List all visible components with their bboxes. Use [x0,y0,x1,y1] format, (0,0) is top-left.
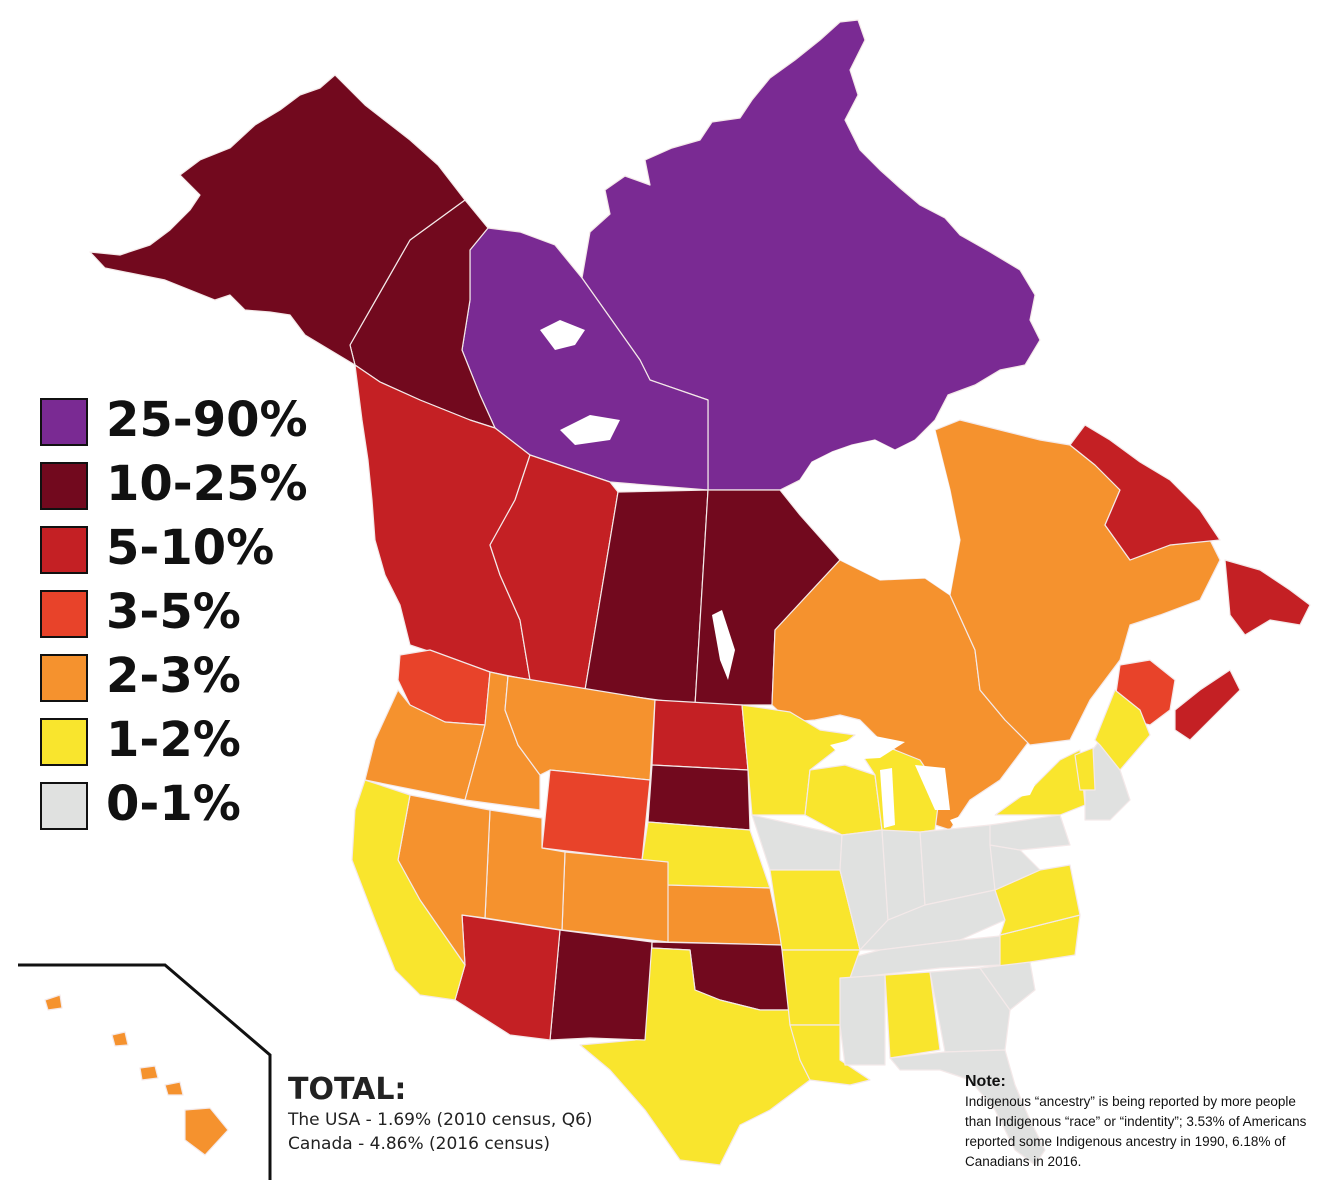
region-california [351,779,466,1001]
region-louisiana [789,1024,871,1086]
lake-winnipeg [712,610,735,680]
water-bodies [540,320,1215,828]
great-bear-lake [540,320,585,350]
region-mississippi [839,974,886,1066]
legend-label: 2-3% [106,648,241,704]
legend-swatch [40,526,88,574]
legend-item-5-10: 5-10% [40,520,340,578]
legend-label: 0-1% [106,776,241,832]
total-title: TOTAL: [288,1072,407,1107]
region-alberta [489,454,619,691]
region-newfoundland-and-labrador [1069,424,1311,636]
legend-swatch [40,398,88,446]
legend-item-1-2: 1-2% [40,712,340,770]
legend-swatch [40,462,88,510]
legend-item-10-25: 10-25% [40,456,340,514]
region-alabama [884,971,941,1059]
lake-huron [915,765,950,810]
region-pennsylvania [989,814,1071,851]
legend-swatch [40,718,88,766]
region-kansas [664,884,783,946]
total-usa: The USA - 1.69% (2010 census, Q6) [288,1110,593,1130]
region-florida [889,1049,1046,1166]
region-new-mexico [549,929,653,1041]
region-colorado [561,851,669,943]
lake-ontario [1000,785,1035,800]
region-alaska [89,74,466,366]
region-nova-scotia [1174,669,1241,741]
total-summary: TOTAL: The USA - 1.69% (2010 census, Q6)… [288,1072,593,1156]
region-hawaii [44,994,229,1156]
note-title: Note: [965,1073,1006,1090]
region-wyoming [541,769,651,861]
legend-swatch [40,590,88,638]
legend-item-25-90: 25-90% [40,392,340,450]
legend-label: 1-2% [106,712,241,768]
region-south-dakota [647,764,751,831]
note-text: Indigenous “ancestry” is being reported … [965,1094,1307,1169]
region-georgia [929,967,1011,1053]
total-canada: Canada - 4.86% (2016 census) [288,1134,551,1154]
legend-item-2-3: 2-3% [40,648,340,706]
legend-label: 5-10% [106,520,275,576]
legend-label: 10-25% [106,456,308,512]
legend-swatch [40,654,88,702]
region-arizona [454,914,561,1041]
region-texas [579,947,811,1166]
gulf-of-st-lawrence [1165,610,1215,655]
lake-erie [950,805,995,828]
legend-label: 25-90% [106,392,308,448]
legend-swatch [40,782,88,830]
hudson-bay [800,430,960,595]
region-indiana [881,829,926,921]
region-north-dakota [651,699,749,771]
legend-item-0-1: 0-1% [40,776,340,834]
great-slave-lake [560,415,620,445]
lake-michigan [880,768,895,828]
lake-superior [830,735,905,760]
legend-item-3-5: 3-5% [40,584,340,642]
note-box: Note: Indigenous “ancestry” is being rep… [965,1072,1325,1172]
hawaii-inset-frame [18,963,272,1180]
region-maine [1094,689,1151,771]
region-wisconsin [804,764,883,836]
region-vermont [1074,747,1096,791]
legend-label: 3-5% [106,584,241,640]
